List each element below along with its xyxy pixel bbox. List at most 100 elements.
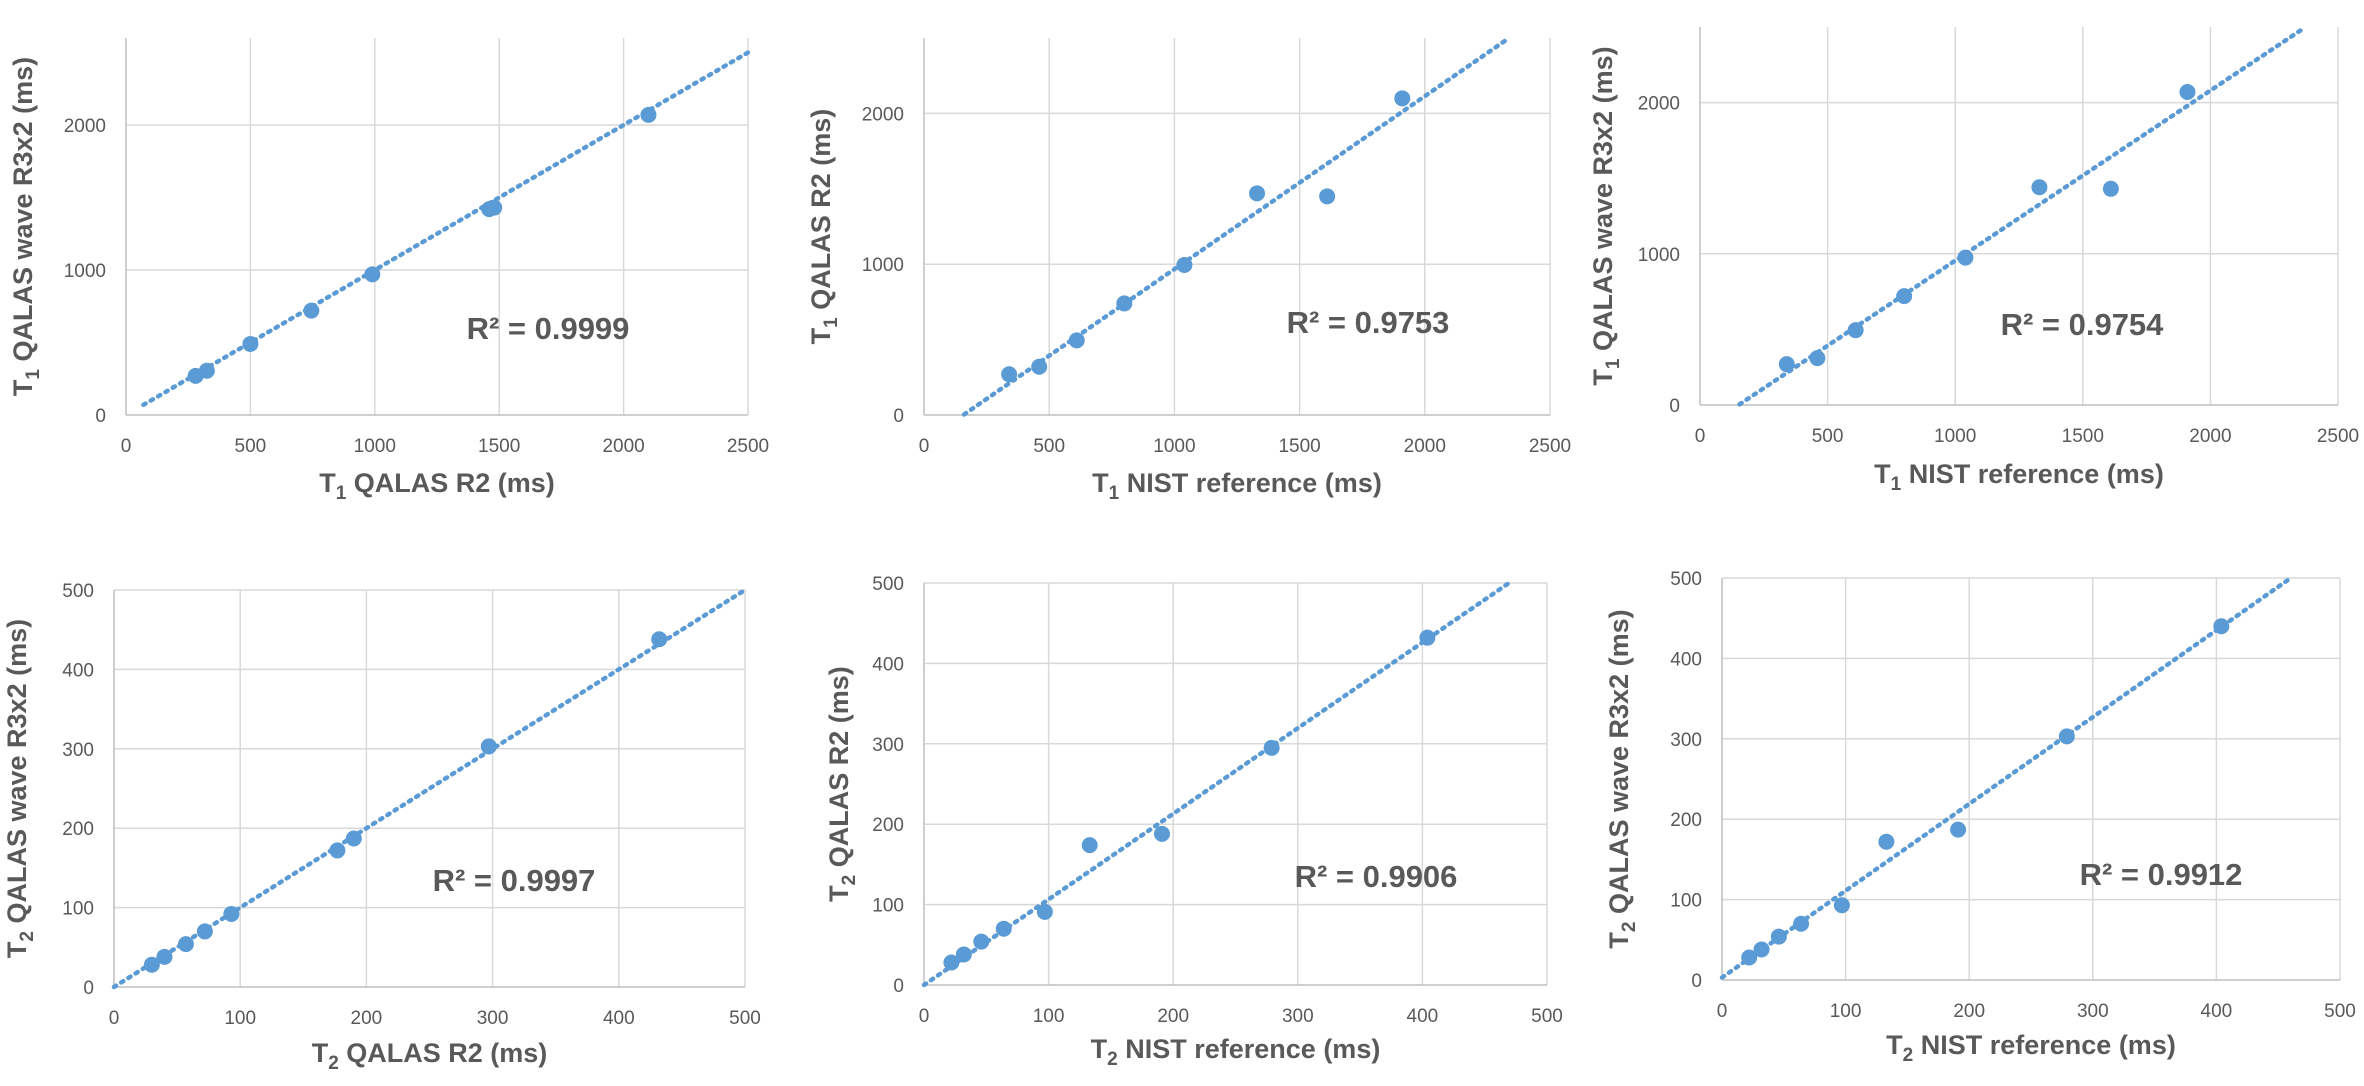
x-tick-label: 500 <box>2324 1001 2356 1022</box>
y-tick-label: 200 <box>62 819 94 840</box>
data-point <box>2213 618 2230 635</box>
data-point <box>955 946 972 963</box>
data-point <box>640 106 657 123</box>
y-tick-label: 1000 <box>862 255 904 276</box>
data-point <box>242 335 259 352</box>
x-tick-label: 200 <box>351 1008 383 1029</box>
data-point <box>1394 90 1411 107</box>
x-tick-label: 1000 <box>1153 436 1195 457</box>
x-tick-label: 400 <box>603 1008 635 1029</box>
trendline <box>141 50 751 408</box>
data-point <box>1068 332 1085 349</box>
x-tick-label: 400 <box>2201 1001 2233 1022</box>
y-tick-label: 0 <box>893 976 904 997</box>
data-point <box>1153 825 1170 842</box>
data-point <box>364 266 381 283</box>
x-tick-label: 0 <box>109 1008 120 1029</box>
r-squared-label: R² = 0.9754 <box>2001 307 2165 342</box>
data-point <box>1319 188 1336 205</box>
x-tick-label: 400 <box>1407 1006 1439 1027</box>
data-point <box>1896 288 1913 305</box>
data-point <box>1847 322 1864 339</box>
y-tick-label: 400 <box>872 654 904 675</box>
data-point <box>1753 941 1770 958</box>
x-tick-label: 1000 <box>354 436 396 457</box>
x-tick-label: 0 <box>121 436 132 457</box>
x-axis-title: T1 NIST reference (ms) <box>1092 468 1382 504</box>
data-point <box>1249 185 1266 202</box>
y-tick-label: 0 <box>95 406 106 427</box>
data-point <box>2102 180 2119 197</box>
y-tick-label: 300 <box>1670 730 1702 751</box>
data-point <box>1793 915 1810 932</box>
y-tick-label: 0 <box>1691 971 1702 992</box>
x-tick-label: 2500 <box>727 436 769 457</box>
data-point <box>1770 928 1787 945</box>
x-axis-title: T2 NIST reference (ms) <box>1091 1034 1381 1070</box>
data-point <box>486 199 503 216</box>
data-point <box>1176 256 1193 273</box>
y-tick-label: 2000 <box>1638 94 1680 115</box>
data-point <box>1419 629 1436 646</box>
x-tick-label: 0 <box>1717 1001 1728 1022</box>
y-tick-label: 2000 <box>862 104 904 125</box>
y-axis-title: T2 QALAS wave R3x2 (ms) <box>1604 609 1640 948</box>
x-tick-label: 500 <box>1531 1006 1563 1027</box>
data-point <box>1116 295 1133 312</box>
x-axis-title: T1 NIST reference (ms) <box>1874 459 2164 495</box>
y-axis-title: T1 QALAS R2 (ms) <box>806 109 842 345</box>
x-tick-label: 1500 <box>478 436 520 457</box>
trendline <box>1719 575 2293 980</box>
y-tick-label: 500 <box>62 581 94 602</box>
data-point <box>2179 84 2196 101</box>
x-tick-label: 300 <box>477 1008 509 1029</box>
x-tick-label: 2000 <box>2189 426 2231 447</box>
x-tick-label: 500 <box>1812 426 1844 447</box>
trendline <box>111 587 748 990</box>
data-point <box>1957 249 1974 266</box>
data-point <box>1036 903 1053 920</box>
y-axis-title: T2 QALAS wave R3x2 (ms) <box>2 619 38 958</box>
x-tick-label: 2000 <box>1404 436 1446 457</box>
y-tick-label: 400 <box>62 660 94 681</box>
y-axis-title: T1 QALAS wave R3x2 (ms) <box>8 57 44 396</box>
data-point <box>1001 366 1018 383</box>
data-point <box>1263 739 1280 756</box>
data-point <box>2031 179 2048 196</box>
y-tick-label: 300 <box>872 735 904 756</box>
y-tick-label: 200 <box>1670 810 1702 831</box>
x-tick-label: 1000 <box>1934 426 1976 447</box>
data-point <box>651 631 668 648</box>
chart-panel-4: 0 100 200 300 400 500 0 100 200 300 400 500 R² = 0.9… <box>2 581 761 1074</box>
trendline <box>1737 25 2308 407</box>
chart-panel-5: 0 100 200 300 400 500 0 100 200 300 400 500 R² = 0.9… <box>824 574 1563 1070</box>
data-point <box>196 923 213 940</box>
x-tick-label: 2500 <box>1529 436 1571 457</box>
y-tick-label: 100 <box>872 896 904 917</box>
data-point <box>480 738 497 755</box>
data-point <box>1878 833 1895 850</box>
r-squared-label: R² = 0.9997 <box>433 863 596 898</box>
x-tick-label: 100 <box>224 1008 256 1029</box>
x-tick-label: 2000 <box>602 436 644 457</box>
data-point <box>1081 837 1098 854</box>
data-point <box>303 302 320 319</box>
x-tick-label: 0 <box>919 436 930 457</box>
data-point <box>1950 821 1967 838</box>
x-tick-label: 0 <box>1695 426 1706 447</box>
data-point <box>345 830 362 847</box>
y-axis-title: T2 QALAS R2 (ms) <box>824 666 860 902</box>
y-tick-label: 0 <box>83 978 94 999</box>
y-tick-label: 100 <box>1670 891 1702 912</box>
y-tick-label: 100 <box>62 899 94 920</box>
r-squared-label: R² = 0.9906 <box>1295 859 1458 894</box>
y-tick-label: 300 <box>62 740 94 761</box>
x-tick-label: 2500 <box>2317 426 2359 447</box>
x-axis-title: T2 NIST reference (ms) <box>1886 1030 2176 1066</box>
chart-panel-2: 0 500 1000 1500 2000 2500 0 1000 2000 R² = 0.9753… <box>806 35 1571 504</box>
data-point <box>943 954 960 971</box>
x-tick-label: 1500 <box>1278 436 1320 457</box>
r-squared-label: R² = 0.9999 <box>467 311 630 346</box>
